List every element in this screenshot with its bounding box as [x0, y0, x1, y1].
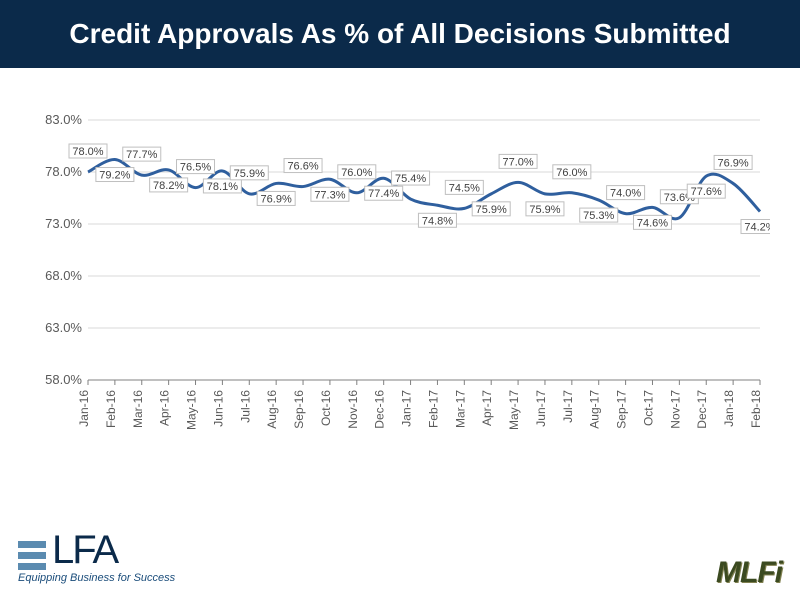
svg-text:Jan-18: Jan-18 [722, 390, 736, 427]
svg-text:74.5%: 74.5% [449, 182, 480, 194]
svg-text:Oct-17: Oct-17 [641, 390, 655, 426]
svg-text:Feb-16: Feb-16 [104, 390, 118, 428]
svg-text:75.9%: 75.9% [476, 204, 507, 216]
svg-text:Jan-17: Jan-17 [400, 390, 414, 427]
svg-text:68.0%: 68.0% [45, 268, 82, 283]
title-bar: Credit Approvals As % of All Decisions S… [0, 0, 800, 68]
svg-text:76.0%: 76.0% [556, 167, 587, 179]
svg-text:76.9%: 76.9% [261, 193, 292, 205]
svg-text:76.9%: 76.9% [718, 157, 749, 169]
line-chart: 58.0% 63.0% 68.0% 73.0% 78.0% 83.0% Jan-16 Feb-… [30, 100, 770, 500]
svg-text:Mar-16: Mar-16 [131, 390, 145, 428]
elfa-logo: LFA Equipping Business for Success [18, 530, 178, 590]
svg-text:77.7%: 77.7% [126, 149, 157, 161]
mlfi-logo: MLFi [716, 556, 782, 590]
svg-text:78.1%: 78.1% [207, 181, 238, 193]
svg-text:74.2%: 74.2% [744, 222, 770, 234]
svg-text:77.3%: 77.3% [314, 189, 345, 201]
svg-text:76.5%: 76.5% [180, 162, 211, 174]
svg-text:75.9%: 75.9% [529, 204, 560, 216]
elfa-bars-icon [18, 541, 46, 570]
svg-text:Jun-16: Jun-16 [211, 390, 225, 427]
svg-text:Aug-16: Aug-16 [265, 390, 279, 429]
elfa-tagline: Equipping Business for Success [18, 572, 178, 584]
svg-text:Jul-16: Jul-16 [238, 390, 252, 423]
svg-text:75.9%: 75.9% [234, 168, 265, 180]
svg-text:May-16: May-16 [185, 390, 199, 430]
svg-text:Jan-16: Jan-16 [77, 390, 91, 427]
svg-text:Aug-17: Aug-17 [588, 390, 602, 429]
svg-text:73.0%: 73.0% [45, 216, 82, 231]
svg-text:76.0%: 76.0% [341, 167, 372, 179]
svg-text:Dec-17: Dec-17 [695, 390, 709, 429]
svg-text:Mar-17: Mar-17 [453, 390, 467, 428]
svg-text:74.0%: 74.0% [610, 188, 641, 200]
footer: LFA Equipping Business for Success MLFi [0, 528, 800, 600]
svg-text:77.4%: 77.4% [368, 188, 399, 200]
svg-text:Jun-17: Jun-17 [534, 390, 548, 427]
svg-text:Apr-16: Apr-16 [158, 390, 172, 426]
svg-text:78.0%: 78.0% [72, 146, 103, 158]
svg-text:74.8%: 74.8% [422, 215, 453, 227]
svg-text:58.0%: 58.0% [45, 372, 82, 387]
elfa-letters: LFA [52, 530, 117, 570]
svg-text:77.6%: 77.6% [691, 186, 722, 198]
svg-text:Apr-17: Apr-17 [480, 390, 494, 426]
svg-text:Nov-17: Nov-17 [668, 390, 682, 429]
svg-text:78.0%: 78.0% [45, 164, 82, 179]
chart-container: 58.0% 63.0% 68.0% 73.0% 78.0% 83.0% Jan-16 Feb-… [30, 100, 770, 500]
svg-text:78.2%: 78.2% [153, 180, 184, 192]
svg-text:May-17: May-17 [507, 390, 521, 430]
svg-text:75.4%: 75.4% [395, 173, 426, 185]
svg-text:79.2%: 79.2% [99, 170, 130, 182]
svg-text:Feb-18: Feb-18 [749, 390, 763, 428]
svg-text:63.0%: 63.0% [45, 320, 82, 335]
svg-text:Sep-16: Sep-16 [292, 390, 306, 429]
chart-title: Credit Approvals As % of All Decisions S… [69, 18, 730, 50]
svg-text:Nov-16: Nov-16 [346, 390, 360, 429]
svg-text:Jul-17: Jul-17 [561, 390, 575, 423]
svg-text:Oct-16: Oct-16 [319, 390, 333, 426]
svg-text:76.6%: 76.6% [287, 161, 318, 173]
svg-text:74.6%: 74.6% [637, 217, 668, 229]
svg-text:Feb-17: Feb-17 [426, 390, 440, 428]
svg-text:83.0%: 83.0% [45, 112, 82, 127]
svg-text:75.3%: 75.3% [583, 210, 614, 222]
svg-text:Sep-17: Sep-17 [615, 390, 629, 429]
svg-text:Dec-16: Dec-16 [373, 390, 387, 429]
svg-text:77.0%: 77.0% [502, 156, 533, 168]
